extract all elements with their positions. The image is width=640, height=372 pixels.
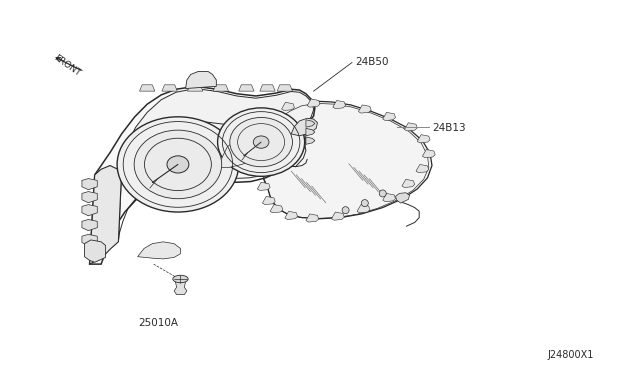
Polygon shape xyxy=(358,105,371,113)
Polygon shape xyxy=(416,164,429,173)
Polygon shape xyxy=(90,166,122,264)
Polygon shape xyxy=(82,205,97,216)
Polygon shape xyxy=(257,182,270,190)
Ellipse shape xyxy=(173,275,188,283)
Polygon shape xyxy=(186,71,216,89)
Polygon shape xyxy=(82,219,97,231)
Polygon shape xyxy=(422,150,435,158)
Polygon shape xyxy=(174,282,187,295)
Ellipse shape xyxy=(380,190,386,197)
Text: 25010A: 25010A xyxy=(139,318,179,328)
Ellipse shape xyxy=(167,156,189,173)
Polygon shape xyxy=(138,242,180,259)
Polygon shape xyxy=(357,205,370,213)
Polygon shape xyxy=(282,102,294,110)
Polygon shape xyxy=(256,101,432,219)
Polygon shape xyxy=(285,211,298,219)
Text: J24800X1: J24800X1 xyxy=(547,350,593,360)
Ellipse shape xyxy=(253,136,269,148)
Polygon shape xyxy=(90,86,315,264)
Ellipse shape xyxy=(342,207,349,214)
Polygon shape xyxy=(332,212,344,220)
Polygon shape xyxy=(239,85,254,91)
Polygon shape xyxy=(402,179,415,187)
Polygon shape xyxy=(396,193,410,203)
Polygon shape xyxy=(262,196,275,205)
Polygon shape xyxy=(306,120,315,127)
Polygon shape xyxy=(213,85,228,91)
Polygon shape xyxy=(252,166,265,174)
Polygon shape xyxy=(140,85,155,91)
Polygon shape xyxy=(307,99,320,107)
Polygon shape xyxy=(306,128,315,136)
Text: 24B13: 24B13 xyxy=(432,123,466,133)
Ellipse shape xyxy=(230,118,292,167)
Polygon shape xyxy=(306,137,315,144)
Ellipse shape xyxy=(362,200,368,206)
Polygon shape xyxy=(188,85,203,91)
Ellipse shape xyxy=(218,108,305,176)
Polygon shape xyxy=(218,133,274,167)
Polygon shape xyxy=(383,112,396,121)
Polygon shape xyxy=(270,205,283,213)
Polygon shape xyxy=(122,89,314,171)
Polygon shape xyxy=(82,192,97,203)
Polygon shape xyxy=(417,135,430,143)
Polygon shape xyxy=(162,85,177,91)
Polygon shape xyxy=(333,100,346,109)
Polygon shape xyxy=(306,214,319,222)
Polygon shape xyxy=(260,85,275,91)
Polygon shape xyxy=(383,193,396,202)
Polygon shape xyxy=(277,85,292,91)
Polygon shape xyxy=(82,179,97,190)
Polygon shape xyxy=(84,240,106,262)
Polygon shape xyxy=(404,123,417,131)
Ellipse shape xyxy=(134,130,221,199)
Ellipse shape xyxy=(117,117,239,212)
Text: FRONT: FRONT xyxy=(52,53,83,78)
Polygon shape xyxy=(82,234,97,246)
Polygon shape xyxy=(291,118,317,136)
Text: 24B50: 24B50 xyxy=(355,58,388,67)
